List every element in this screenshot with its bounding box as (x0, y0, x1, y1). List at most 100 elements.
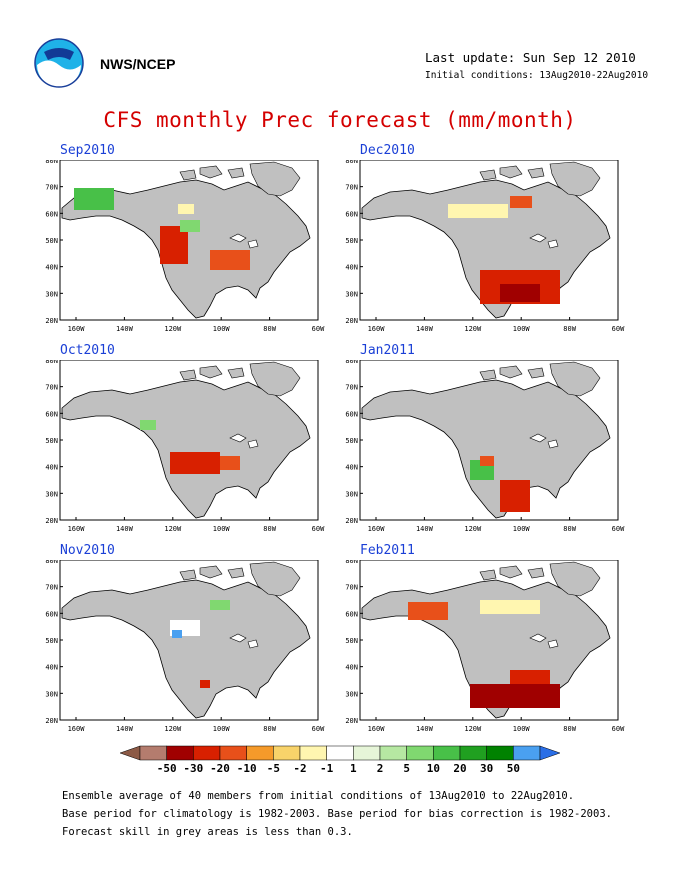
lon-tick-label: 80W (563, 725, 576, 733)
lat-tick-label: 50N (345, 437, 358, 445)
lon-tick-label: 100W (513, 325, 531, 333)
anomaly-cell (408, 602, 448, 620)
lat-tick-label: 50N (45, 637, 58, 645)
footer-line-1: Ensemble average of 40 members from init… (62, 790, 575, 802)
colorbar-segment (353, 745, 381, 761)
colorbar-label: 2 (376, 762, 384, 775)
lat-tick-label: 80N (345, 560, 358, 565)
colorbar-segment (139, 745, 167, 761)
anomaly-cell (448, 204, 508, 218)
anomaly-cell (210, 250, 250, 270)
forecast-map: 80N 70N 60N 50N 40N 30N 20N 160W 140W 120W 100W 80W… (345, 560, 625, 733)
lon-tick-label: 60W (612, 725, 625, 733)
colorbar-segment (433, 745, 461, 761)
colorbar-segment (299, 745, 327, 761)
anomaly-cell (74, 188, 114, 210)
anomaly-cell (140, 420, 156, 430)
lon-tick-label: 80W (563, 525, 576, 533)
lon-tick-label: 160W (68, 525, 86, 533)
lat-tick-label: 30N (345, 690, 358, 698)
lat-tick-label: 70N (345, 384, 358, 392)
lon-tick-label: 140W (116, 725, 134, 733)
lat-tick-label: 40N (45, 264, 58, 272)
colorbar-label: -20 (210, 762, 230, 775)
noaa-logo-icon (34, 38, 84, 88)
lon-tick-label: 100W (513, 525, 531, 533)
lat-tick-label: 40N (45, 464, 58, 472)
colorbar-label: 1 (350, 762, 357, 775)
lat-tick-label: 20N (345, 317, 358, 325)
anomaly-cell (180, 220, 200, 232)
forecast-map: 80N 70N 60N 50N 40N 30N 20N 160W 140W 120W 100W 80W… (45, 560, 325, 733)
lon-tick-label: 140W (416, 325, 434, 333)
lat-tick-label: 20N (345, 517, 358, 525)
lat-tick-label: 70N (345, 584, 358, 592)
colorbar-label: -50 (156, 762, 177, 775)
lon-tick-label: 160W (368, 525, 386, 533)
anomaly-cell (470, 684, 560, 708)
lat-tick-label: 30N (345, 490, 358, 498)
panel-title: Dec2010 (360, 143, 415, 158)
anomaly-cell (160, 226, 188, 264)
lat-tick-label: 20N (45, 317, 58, 325)
lon-tick-label: 80W (263, 325, 276, 333)
lat-tick-label: 50N (45, 437, 58, 445)
anomaly-cell (480, 600, 540, 614)
colorbar-end-low (120, 745, 141, 761)
lat-tick-label: 60N (345, 210, 358, 218)
lat-tick-label: 40N (345, 464, 358, 472)
lat-tick-label: 30N (45, 690, 58, 698)
anomaly-cell (480, 456, 494, 466)
anomaly-cell (178, 204, 194, 214)
lon-tick-label: 140W (116, 325, 134, 333)
lon-tick-label: 160W (68, 725, 86, 733)
lon-tick-label: 120W (464, 525, 482, 533)
footer-line-2: Base period for climatology is 1982-2003… (62, 808, 612, 820)
panel-title: Sep2010 (60, 143, 115, 158)
lon-tick-label: 160W (368, 325, 386, 333)
lon-tick-label: 100W (213, 525, 231, 533)
agency-name: NWS/NCEP (100, 56, 176, 72)
colorbar-label: -5 (266, 762, 280, 775)
lon-tick-label: 160W (368, 725, 386, 733)
anomaly-cell (172, 630, 182, 638)
colorbar-label: 20 (453, 762, 467, 775)
lon-tick-label: 140W (416, 725, 434, 733)
colorbar-segment (193, 745, 221, 761)
anomaly-cell (510, 196, 532, 208)
lat-tick-label: 20N (45, 717, 58, 725)
anomaly-cell (170, 452, 220, 474)
lon-tick-label: 60W (612, 525, 625, 533)
anomaly-cell (500, 480, 530, 512)
anomaly-cell (210, 600, 230, 610)
lat-tick-label: 40N (345, 264, 358, 272)
lon-tick-label: 100W (213, 325, 231, 333)
lat-tick-label: 60N (345, 410, 358, 418)
forecast-map: 80N 70N 60N 50N 40N 30N 20N 160W 140W 120W 100W 80W… (45, 160, 325, 333)
lat-tick-label: 80N (345, 360, 358, 365)
lat-tick-label: 50N (345, 237, 358, 245)
lat-tick-label: 30N (45, 490, 58, 498)
lon-tick-label: 60W (612, 325, 625, 333)
colorbar-label: -10 (236, 762, 257, 775)
lat-tick-label: 40N (345, 664, 358, 672)
colorbar-segment (406, 745, 434, 761)
lon-tick-label: 60W (312, 525, 325, 533)
colorbar-segment (219, 745, 247, 761)
colorbar-segment (166, 745, 194, 761)
forecast-map: 80N 70N 60N 50N 40N 30N 20N 160W 140W 120W 100W 80W… (345, 360, 625, 533)
lat-tick-label: 50N (345, 637, 358, 645)
land-mass (361, 379, 611, 519)
lat-tick-label: 80N (345, 160, 358, 165)
lon-tick-label: 120W (464, 725, 482, 733)
anomaly-cell (510, 670, 550, 684)
lon-tick-label: 120W (164, 325, 182, 333)
lat-tick-label: 30N (45, 290, 58, 298)
lon-tick-label: 160W (68, 325, 86, 333)
colorbar-label: -2 (293, 762, 307, 775)
lon-tick-label: 100W (213, 725, 231, 733)
colorbar-label: -30 (183, 762, 204, 775)
colorbar-segment (246, 745, 274, 761)
lat-tick-label: 80N (45, 360, 58, 365)
colorbar-segment (273, 745, 301, 761)
